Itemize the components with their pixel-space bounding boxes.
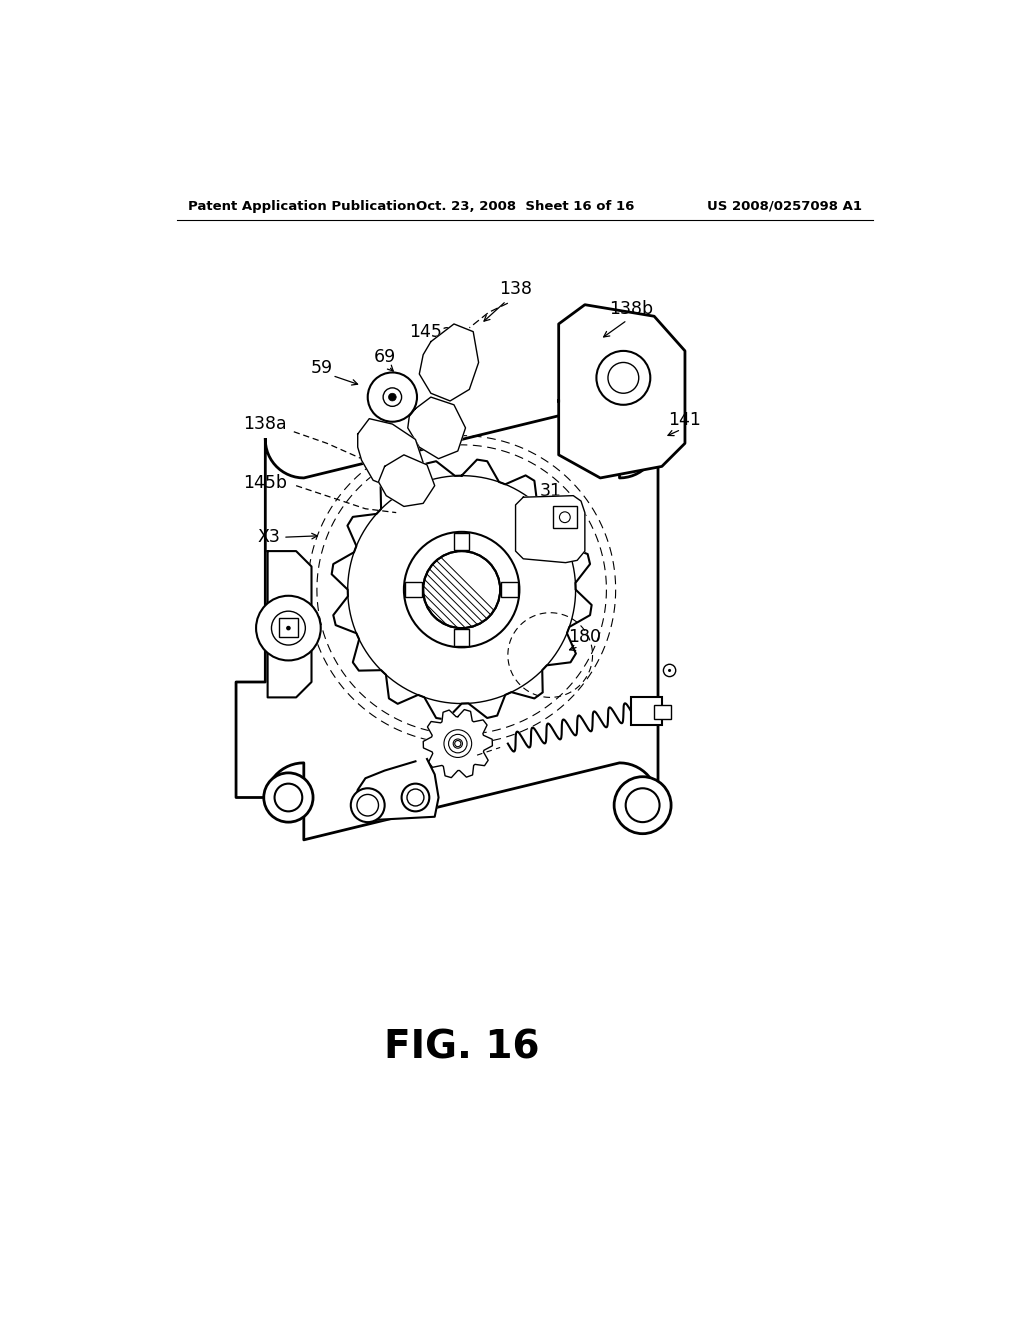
Text: 138b: 138b: [609, 300, 653, 318]
Bar: [553, 507, 578, 528]
Circle shape: [256, 595, 321, 660]
Text: 141: 141: [669, 412, 701, 429]
Polygon shape: [423, 710, 493, 777]
Text: 59: 59: [310, 359, 333, 376]
Polygon shape: [406, 582, 422, 597]
Polygon shape: [454, 533, 469, 550]
Text: US 2008/0257098 A1: US 2008/0257098 A1: [707, 199, 862, 213]
Text: 31: 31: [540, 482, 561, 500]
Circle shape: [403, 532, 519, 647]
Bar: [631, 697, 662, 725]
Polygon shape: [454, 630, 469, 647]
Polygon shape: [379, 455, 435, 507]
Circle shape: [596, 351, 650, 405]
Text: 180: 180: [568, 628, 601, 647]
Text: 138a: 138a: [244, 414, 287, 433]
Text: 145a: 145a: [410, 322, 453, 341]
Polygon shape: [559, 305, 685, 478]
Circle shape: [668, 669, 671, 672]
Polygon shape: [357, 418, 423, 490]
Circle shape: [423, 552, 500, 628]
Bar: [654, 705, 671, 719]
Text: Oct. 23, 2008  Sheet 16 of 16: Oct. 23, 2008 Sheet 16 of 16: [416, 199, 634, 213]
Circle shape: [286, 626, 291, 631]
Bar: [280, 618, 298, 638]
Polygon shape: [237, 401, 658, 840]
Circle shape: [444, 730, 472, 758]
Text: 138: 138: [499, 280, 532, 298]
Circle shape: [388, 393, 396, 401]
Circle shape: [455, 741, 461, 747]
Circle shape: [454, 739, 463, 748]
Polygon shape: [419, 323, 478, 401]
Circle shape: [368, 372, 417, 422]
Polygon shape: [267, 552, 311, 697]
Text: 145b: 145b: [244, 474, 288, 492]
Polygon shape: [354, 759, 438, 821]
Circle shape: [264, 774, 313, 822]
Polygon shape: [408, 397, 466, 459]
Text: X3: X3: [258, 528, 281, 546]
Polygon shape: [502, 582, 518, 597]
Circle shape: [614, 776, 671, 834]
Circle shape: [449, 734, 467, 752]
Polygon shape: [515, 496, 585, 562]
Circle shape: [351, 788, 385, 822]
Circle shape: [401, 784, 429, 812]
Text: FIG. 16: FIG. 16: [384, 1028, 540, 1067]
Text: Patent Application Publication: Patent Application Publication: [188, 199, 416, 213]
Text: 69: 69: [374, 348, 396, 366]
